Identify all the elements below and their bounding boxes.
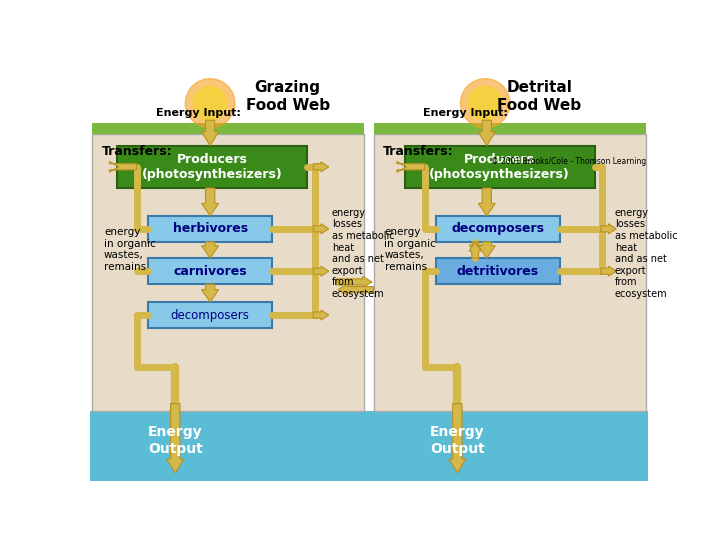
Polygon shape [478, 120, 495, 146]
Polygon shape [600, 266, 616, 276]
Polygon shape [336, 276, 372, 287]
Text: detritivores: detritivores [456, 265, 539, 278]
FancyBboxPatch shape [436, 258, 559, 284]
Text: Energy Input:: Energy Input: [156, 107, 240, 118]
Polygon shape [469, 242, 482, 258]
Polygon shape [202, 284, 219, 302]
Polygon shape [313, 310, 329, 320]
Text: carnivores: carnivores [174, 265, 247, 278]
Polygon shape [202, 120, 219, 146]
Polygon shape [167, 403, 184, 473]
FancyBboxPatch shape [374, 123, 647, 134]
Text: energy
losses
as metabolic
heat
and as net
export
from
ecosystem: energy losses as metabolic heat and as n… [615, 208, 678, 299]
FancyBboxPatch shape [90, 65, 648, 481]
Polygon shape [202, 242, 219, 258]
FancyBboxPatch shape [405, 146, 595, 188]
FancyBboxPatch shape [90, 411, 648, 481]
Polygon shape [202, 188, 219, 215]
Polygon shape [313, 162, 329, 172]
Circle shape [193, 86, 228, 120]
Text: Energy
Output: Energy Output [430, 426, 485, 456]
Circle shape [461, 79, 510, 128]
Polygon shape [449, 403, 466, 473]
Text: Transfers:: Transfers: [383, 145, 454, 158]
Text: Energy Input:: Energy Input: [423, 107, 508, 118]
Text: Producers
(photosynthesizers): Producers (photosynthesizers) [142, 153, 282, 181]
Polygon shape [313, 266, 329, 276]
Polygon shape [478, 242, 495, 258]
Text: Detrital
Food Web: Detrital Food Web [498, 80, 582, 113]
FancyBboxPatch shape [148, 215, 272, 242]
Circle shape [468, 86, 503, 120]
FancyBboxPatch shape [117, 146, 307, 188]
Text: decomposers: decomposers [451, 222, 544, 235]
FancyBboxPatch shape [436, 215, 559, 242]
Text: Producers
(photosynthesizers): Producers (photosynthesizers) [429, 153, 570, 181]
Text: energy
in organic
wastes,
remains: energy in organic wastes, remains [384, 227, 436, 272]
Text: energy
losses
as metabolic
heat
and as net
export
from
ecosystem: energy losses as metabolic heat and as n… [332, 208, 395, 299]
Text: Energy
Output: Energy Output [148, 426, 202, 456]
Polygon shape [313, 224, 329, 234]
Circle shape [185, 79, 235, 128]
Text: © 2001 Brooks/Cole - Thomson Learning: © 2001 Brooks/Cole - Thomson Learning [491, 157, 647, 166]
Polygon shape [338, 284, 374, 295]
Polygon shape [478, 188, 495, 215]
FancyBboxPatch shape [148, 258, 272, 284]
Text: Transfers:: Transfers: [102, 145, 172, 158]
FancyBboxPatch shape [148, 302, 272, 328]
Text: Grazing
Food Web: Grazing Food Web [246, 80, 330, 113]
Text: energy
in organic
wastes,
remains: energy in organic wastes, remains [104, 227, 156, 272]
Text: decomposers: decomposers [171, 308, 250, 321]
Polygon shape [469, 242, 481, 254]
Polygon shape [109, 161, 137, 172]
FancyBboxPatch shape [374, 134, 647, 411]
Polygon shape [397, 161, 425, 172]
Polygon shape [600, 224, 616, 234]
FancyBboxPatch shape [91, 123, 364, 134]
Text: herbivores: herbivores [173, 222, 248, 235]
FancyBboxPatch shape [91, 134, 364, 411]
